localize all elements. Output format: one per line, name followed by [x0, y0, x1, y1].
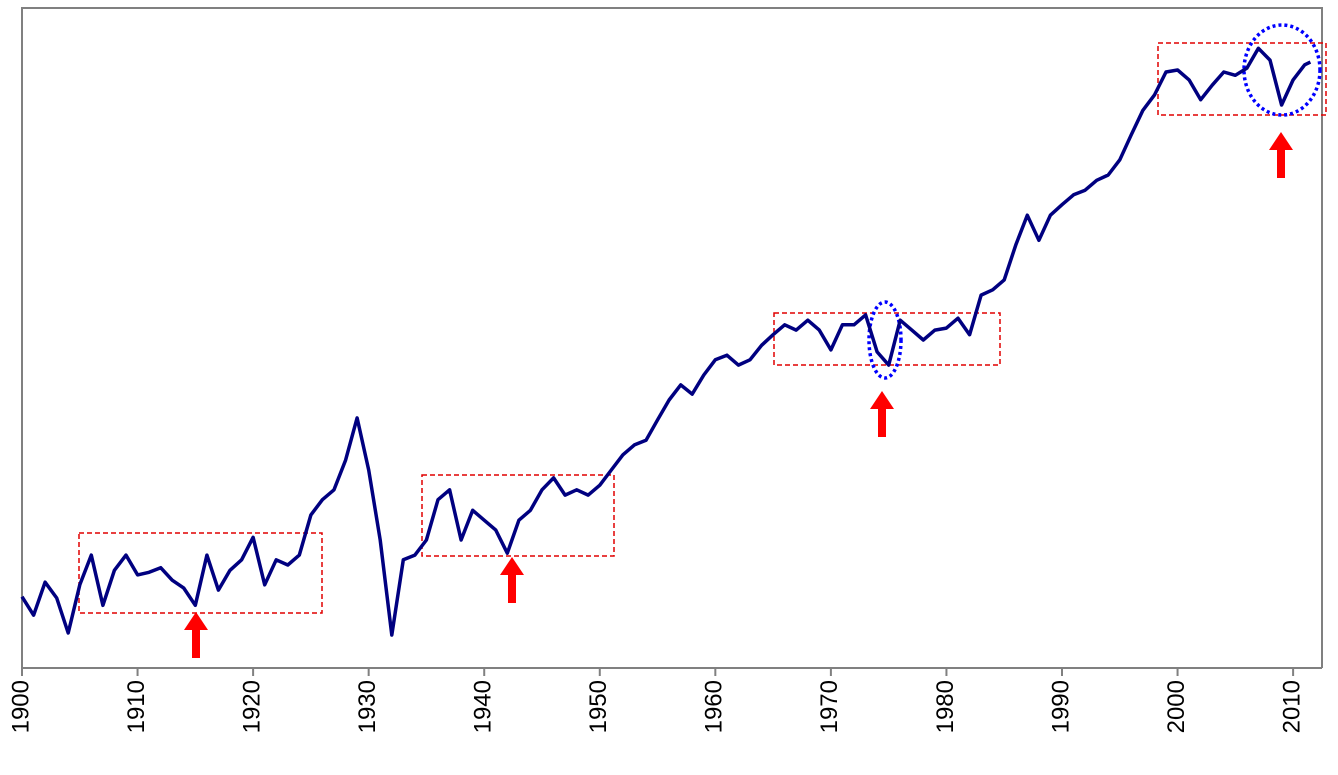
x-tick-label: 1920 [238, 680, 265, 733]
highlight-box [421, 474, 615, 557]
highlight-box [78, 532, 323, 614]
arrow [870, 391, 894, 437]
arrow [1269, 132, 1293, 178]
x-tick-label: 1980 [932, 680, 959, 733]
x-tick-label: 2010 [1278, 680, 1305, 733]
data-line [20, 46, 1312, 637]
x-tick-label: 1930 [354, 680, 381, 733]
x-tick-label: 1950 [585, 680, 612, 733]
highlight-ring [1242, 23, 1322, 117]
plot-frame [21, 7, 1323, 668]
x-tick-label: 1900 [7, 680, 34, 733]
highlight-box [1157, 42, 1327, 116]
x-tick-label: 1960 [701, 680, 728, 733]
arrow [184, 612, 208, 658]
x-tick-label: 1970 [816, 680, 843, 733]
x-tick-label: 1910 [123, 680, 150, 733]
arrow [500, 557, 524, 603]
x-tick-label: 1940 [470, 680, 497, 733]
x-tick-label: 2000 [1163, 680, 1190, 733]
highlight-box [773, 312, 1001, 366]
x-tick-label: 1990 [1047, 680, 1074, 733]
highlight-ring [867, 300, 903, 380]
